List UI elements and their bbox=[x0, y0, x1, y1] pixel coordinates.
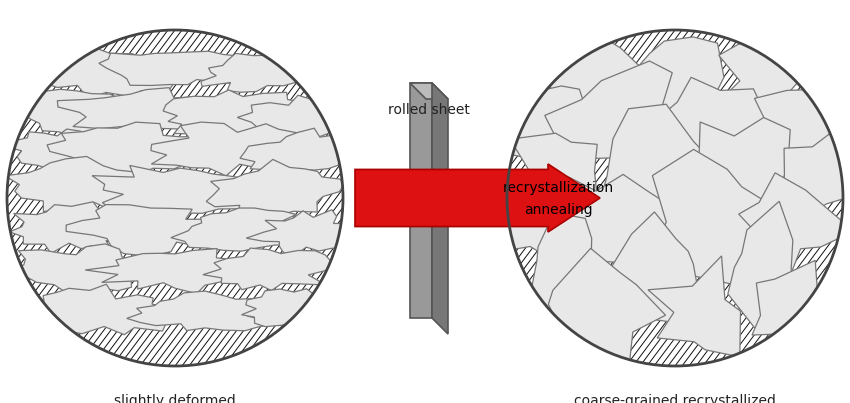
Polygon shape bbox=[510, 133, 598, 225]
Polygon shape bbox=[645, 150, 776, 284]
Polygon shape bbox=[237, 95, 357, 139]
Polygon shape bbox=[751, 83, 844, 172]
Polygon shape bbox=[547, 174, 679, 263]
Polygon shape bbox=[13, 89, 149, 138]
Polygon shape bbox=[66, 205, 232, 256]
Polygon shape bbox=[38, 284, 173, 334]
Polygon shape bbox=[5, 156, 171, 216]
Circle shape bbox=[7, 30, 343, 366]
Polygon shape bbox=[548, 248, 666, 370]
Polygon shape bbox=[699, 118, 790, 247]
Polygon shape bbox=[495, 174, 577, 256]
Polygon shape bbox=[597, 104, 719, 249]
Polygon shape bbox=[410, 83, 432, 318]
Text: slightly deformed
microstructure: slightly deformed microstructure bbox=[114, 394, 235, 403]
Polygon shape bbox=[171, 208, 302, 251]
Polygon shape bbox=[241, 289, 352, 327]
Polygon shape bbox=[15, 46, 180, 99]
Polygon shape bbox=[622, 37, 724, 123]
Polygon shape bbox=[355, 164, 600, 232]
Text: coarse-grained recrystallized
microstructure: coarse-grained recrystallized microstruc… bbox=[574, 394, 776, 403]
Polygon shape bbox=[432, 83, 448, 334]
Polygon shape bbox=[163, 90, 308, 137]
Polygon shape bbox=[9, 202, 135, 253]
Polygon shape bbox=[607, 212, 700, 323]
Circle shape bbox=[507, 30, 843, 366]
Text: annealing: annealing bbox=[524, 203, 592, 217]
Polygon shape bbox=[203, 248, 343, 291]
Polygon shape bbox=[410, 83, 448, 99]
Polygon shape bbox=[151, 122, 314, 176]
Polygon shape bbox=[92, 166, 280, 213]
Polygon shape bbox=[641, 77, 771, 184]
Text: rolled sheet: rolled sheet bbox=[388, 103, 470, 117]
Polygon shape bbox=[719, 35, 804, 125]
Polygon shape bbox=[47, 122, 230, 177]
Polygon shape bbox=[648, 256, 740, 357]
Polygon shape bbox=[739, 173, 850, 283]
Polygon shape bbox=[85, 249, 251, 294]
Polygon shape bbox=[781, 131, 850, 216]
Polygon shape bbox=[99, 51, 255, 85]
Polygon shape bbox=[127, 291, 290, 331]
Polygon shape bbox=[752, 260, 841, 351]
Polygon shape bbox=[246, 210, 355, 258]
Polygon shape bbox=[201, 53, 326, 92]
Polygon shape bbox=[57, 88, 222, 129]
Polygon shape bbox=[728, 201, 801, 330]
Polygon shape bbox=[513, 86, 594, 173]
Polygon shape bbox=[9, 244, 137, 295]
Polygon shape bbox=[530, 212, 611, 330]
Polygon shape bbox=[549, 21, 643, 140]
Polygon shape bbox=[240, 128, 350, 178]
Text: recrystallization: recrystallization bbox=[502, 181, 614, 195]
Polygon shape bbox=[207, 160, 343, 218]
Polygon shape bbox=[0, 129, 122, 180]
Polygon shape bbox=[545, 61, 672, 168]
